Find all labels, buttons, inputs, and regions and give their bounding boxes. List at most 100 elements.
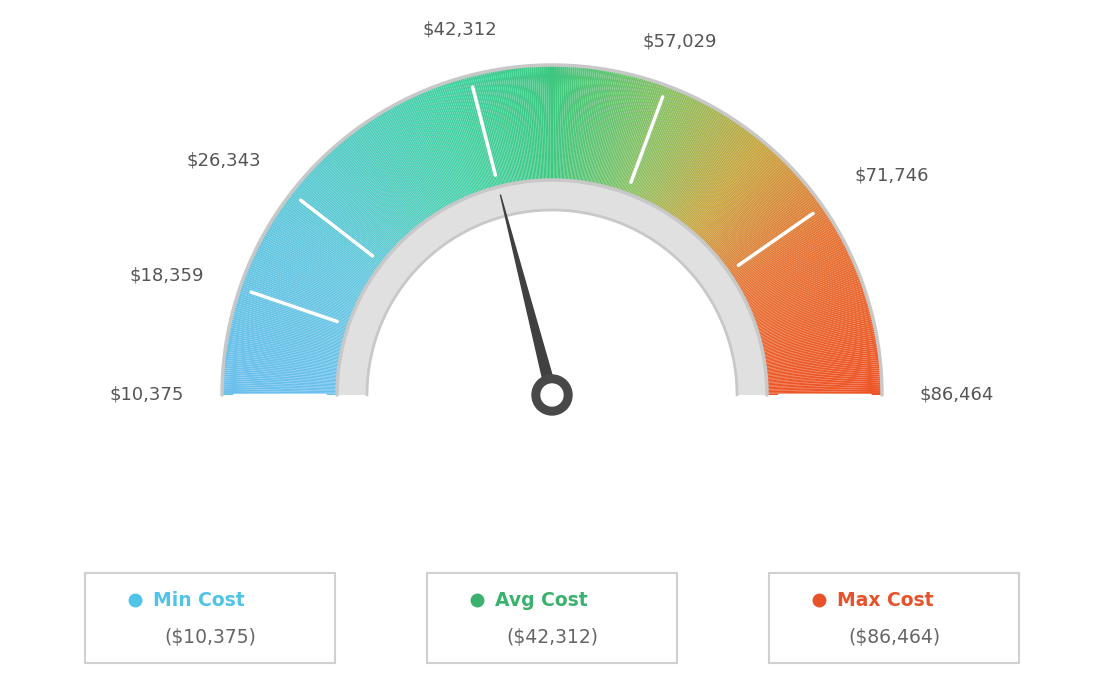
Wedge shape [737,229,838,288]
Wedge shape [754,283,863,324]
Wedge shape [625,84,666,193]
Wedge shape [425,90,470,197]
Text: Max Cost: Max Cost [837,591,934,609]
Wedge shape [304,177,391,254]
Wedge shape [655,105,711,206]
Wedge shape [521,66,533,181]
Wedge shape [577,68,593,181]
Wedge shape [693,146,771,234]
Wedge shape [571,66,583,181]
Wedge shape [353,130,424,224]
Wedge shape [369,120,434,217]
Wedge shape [452,80,488,190]
Wedge shape [543,65,548,180]
Wedge shape [745,250,850,302]
Wedge shape [224,357,338,372]
Wedge shape [266,229,367,288]
Wedge shape [605,75,636,187]
Wedge shape [363,124,431,219]
Wedge shape [391,106,448,207]
Wedge shape [669,119,734,216]
Wedge shape [466,76,497,188]
Wedge shape [343,138,417,228]
Wedge shape [468,75,499,187]
Text: ($42,312): ($42,312) [506,629,598,647]
Wedge shape [751,268,858,313]
Wedge shape [224,356,339,371]
Wedge shape [396,103,452,206]
Wedge shape [290,193,382,264]
Wedge shape [337,180,767,395]
Wedge shape [420,92,467,198]
Wedge shape [361,124,429,219]
Wedge shape [305,175,392,253]
Wedge shape [224,352,339,368]
Wedge shape [564,66,573,180]
Wedge shape [646,98,698,202]
Wedge shape [417,93,466,199]
Wedge shape [289,195,381,266]
Wedge shape [708,168,793,248]
Wedge shape [325,155,405,239]
Wedge shape [762,325,875,351]
Wedge shape [750,266,857,312]
Wedge shape [585,69,606,183]
Wedge shape [649,101,703,204]
Wedge shape [492,70,514,184]
Wedge shape [578,68,595,182]
Wedge shape [765,348,879,366]
Wedge shape [517,67,530,181]
Wedge shape [250,260,355,308]
Wedge shape [766,359,880,373]
Wedge shape [339,142,414,231]
Wedge shape [298,183,388,258]
Wedge shape [248,264,354,311]
Wedge shape [286,198,380,268]
Wedge shape [757,297,868,333]
Wedge shape [388,108,446,208]
Wedge shape [236,297,347,333]
Wedge shape [336,145,412,233]
Wedge shape [558,65,562,180]
Text: $26,343: $26,343 [187,152,262,170]
Wedge shape [761,313,872,343]
Wedge shape [464,77,496,188]
Wedge shape [351,132,423,224]
Wedge shape [276,213,373,277]
Wedge shape [752,273,860,317]
Wedge shape [681,132,753,224]
Wedge shape [763,329,875,353]
Wedge shape [225,348,339,366]
Wedge shape [264,233,365,290]
Wedge shape [495,70,516,184]
Wedge shape [229,327,341,352]
Wedge shape [765,356,880,371]
Wedge shape [231,317,343,346]
Wedge shape [226,337,340,359]
Wedge shape [766,368,881,379]
Wedge shape [262,236,363,293]
Wedge shape [766,376,882,384]
Wedge shape [548,65,551,180]
Wedge shape [223,364,338,376]
Wedge shape [272,220,370,282]
Wedge shape [238,291,348,328]
Wedge shape [407,97,459,201]
Wedge shape [766,372,881,382]
Wedge shape [502,68,521,182]
Wedge shape [376,114,439,213]
Wedge shape [636,91,683,197]
Wedge shape [730,210,826,275]
Text: $57,029: $57,029 [643,32,718,50]
Wedge shape [737,227,837,287]
Wedge shape [293,190,384,262]
Wedge shape [726,203,821,270]
Wedge shape [310,169,395,249]
Wedge shape [705,163,788,245]
Wedge shape [729,206,824,273]
Wedge shape [608,77,640,188]
Wedge shape [747,257,852,306]
Wedge shape [456,79,490,189]
Wedge shape [446,82,485,191]
Wedge shape [587,70,607,183]
